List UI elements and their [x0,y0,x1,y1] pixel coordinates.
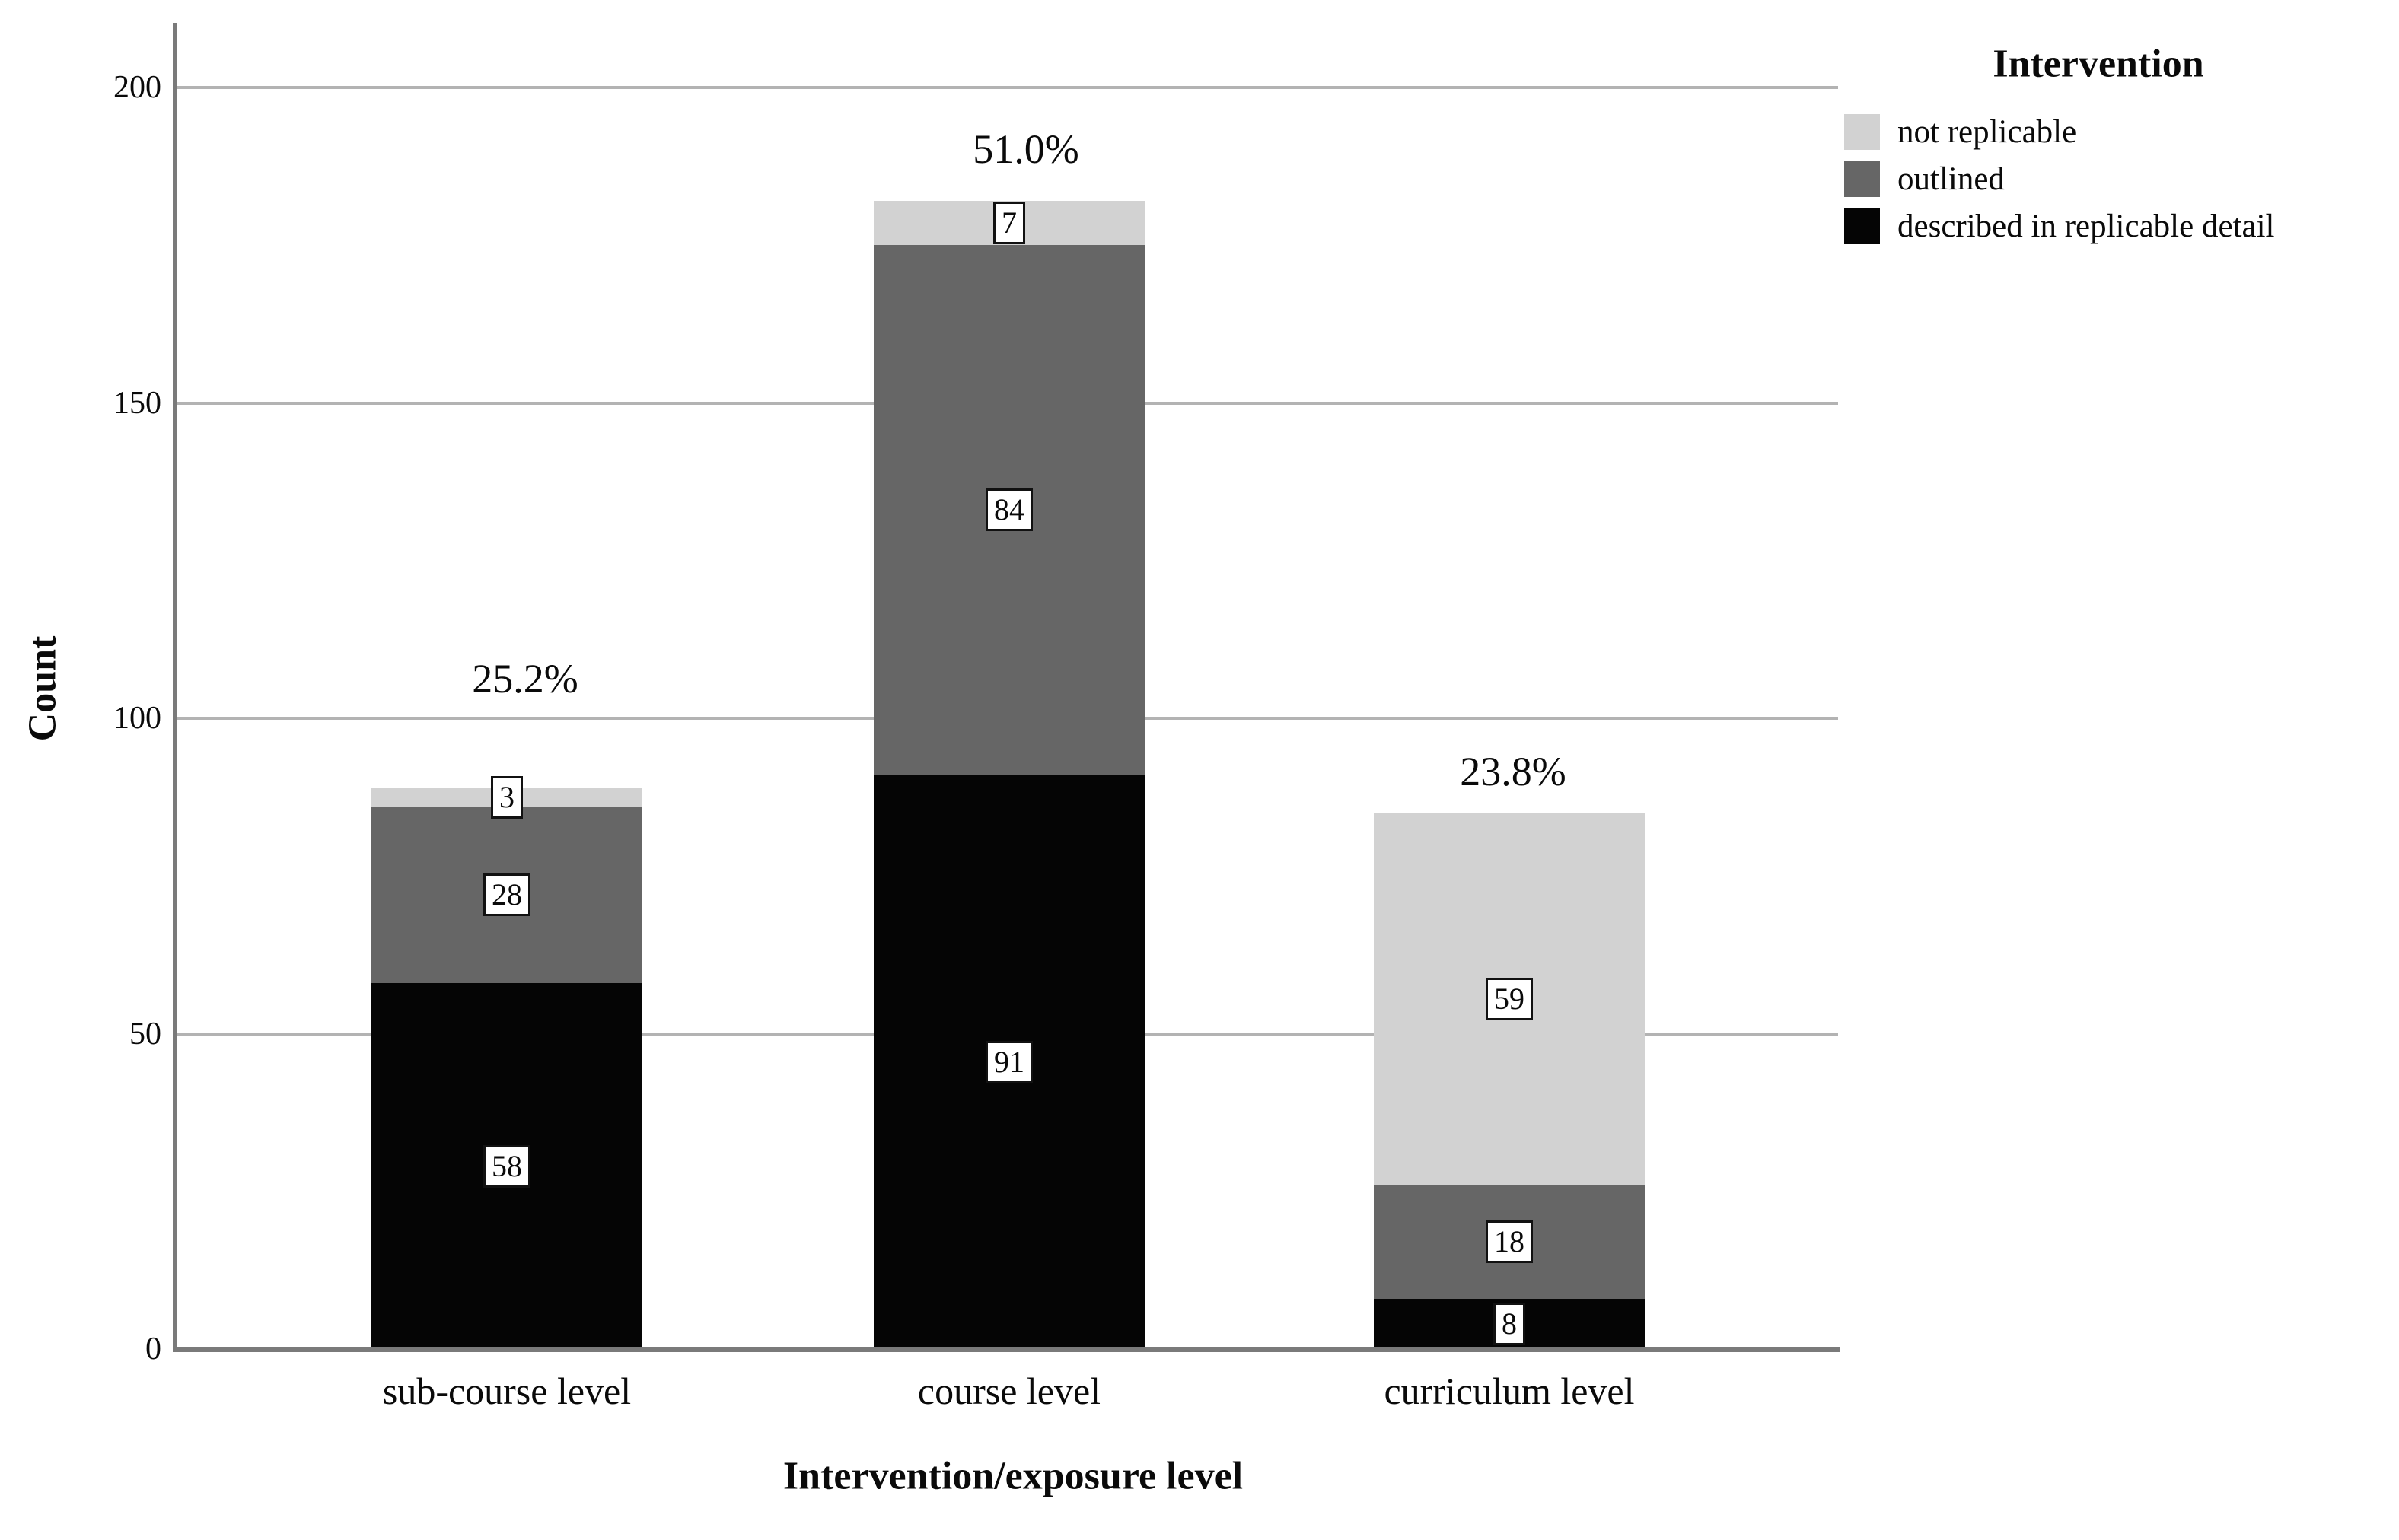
value-label: 3 [491,775,523,819]
legend-item-label: not replicable [1897,114,2077,150]
y-axis-line [173,23,177,1352]
percent-label: 25.2% [472,656,578,702]
value-label: 28 [483,873,530,917]
value-label: 8 [1493,1302,1525,1345]
value-label: 91 [986,1040,1033,1083]
y-tick-label-50: 50 [129,1016,161,1052]
value-label: 7 [993,202,1025,245]
legend-title: Intervention [1993,42,2204,86]
gridline-200 [177,86,1838,89]
y-axis-title: Count [21,635,65,742]
y-tick-label-200: 200 [113,70,161,105]
percent-label: 51.0% [973,126,1079,172]
value-label: 58 [483,1144,530,1188]
x-tick-label: curriculum level [1384,1370,1635,1412]
percent-label: 23.8% [1460,749,1566,794]
x-tick-label: course level [917,1370,1101,1412]
y-tick-label-100: 100 [113,701,161,736]
value-label: 84 [986,488,1033,532]
value-label: 18 [1486,1220,1533,1264]
legend-item-label: outlined [1897,161,2005,197]
legend-item-label: described in replicable detail [1897,208,2275,244]
x-axis-title: Intervention/exposure level [782,1454,1244,1498]
y-tick-label-150: 150 [113,385,161,421]
value-label: 59 [1486,977,1533,1020]
legend-swatch [1844,208,1880,244]
legend-swatch [1844,161,1880,197]
x-axis-line [173,1347,1840,1352]
y-tick-label-0: 0 [145,1332,161,1367]
legend-swatch [1844,114,1880,150]
x-tick-label: sub-course level [382,1370,632,1412]
